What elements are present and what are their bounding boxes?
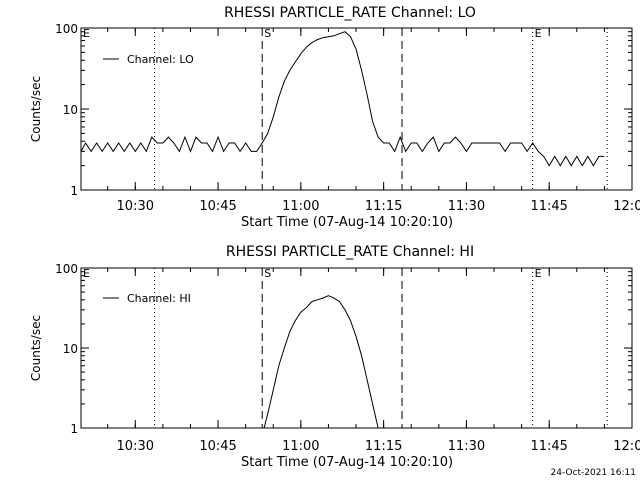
interval-marker-label: E [535, 267, 542, 280]
y-tick-label: 10 [63, 342, 78, 356]
hi-legend-label: Channel: HI [127, 292, 191, 305]
data-series-line [80, 31, 605, 167]
footer-timestamp: 24-Oct-2021 16:11 [551, 468, 636, 478]
x-tick-label: 10:30 [117, 439, 154, 454]
hi-channel-panel: RHESSI PARTICLE_RATE Channel: HI Counts/… [29, 244, 640, 470]
hi-y-axis-label: Counts/sec [29, 315, 43, 381]
interval-marker-label: E [83, 27, 90, 40]
x-tick-label: 11:00 [282, 199, 319, 214]
x-tick-label: 11:30 [448, 199, 485, 214]
x-tick-label: 11:30 [448, 439, 485, 454]
interval-marker-label: S [264, 27, 271, 40]
lo-y-axis-label: Counts/sec [29, 76, 43, 142]
x-tick-label: 10:45 [199, 439, 236, 454]
x-tick-label: 11:45 [530, 199, 567, 214]
interval-marker-label: E [535, 27, 542, 40]
y-tick-label: 1 [70, 422, 78, 436]
x-tick-label: 11:15 [365, 199, 402, 214]
x-tick-label: 11:45 [530, 439, 567, 454]
lo-x-axis-label: Start Time (07-Aug-14 10:20:10) [241, 215, 453, 230]
interval-marker-label: S [264, 267, 271, 280]
x-tick-label: 12:00 [613, 439, 640, 454]
hi-x-axis-label: Start Time (07-Aug-14 10:20:10) [241, 455, 453, 470]
y-tick-label: 100 [55, 22, 78, 36]
lo-chart-title: RHESSI PARTICLE_RATE Channel: LO [224, 5, 476, 21]
lo-channel-panel: RHESSI PARTICLE_RATE Channel: LO Counts/… [29, 5, 640, 230]
x-tick-label: 10:45 [199, 199, 236, 214]
x-tick-label: 10:30 [117, 199, 154, 214]
lo-legend-label: Channel: LO [127, 53, 194, 66]
y-tick-label: 100 [55, 262, 78, 276]
x-tick-label: 11:00 [282, 439, 319, 454]
interval-marker-label: E [83, 267, 90, 280]
y-tick-label: 10 [63, 103, 78, 117]
hi-chart-title: RHESSI PARTICLE_RATE Channel: HI [226, 244, 474, 260]
data-series-line [263, 295, 379, 429]
y-tick-label: 1 [70, 184, 78, 198]
x-tick-label: 11:15 [365, 439, 402, 454]
x-tick-label: 12:00 [613, 199, 640, 214]
